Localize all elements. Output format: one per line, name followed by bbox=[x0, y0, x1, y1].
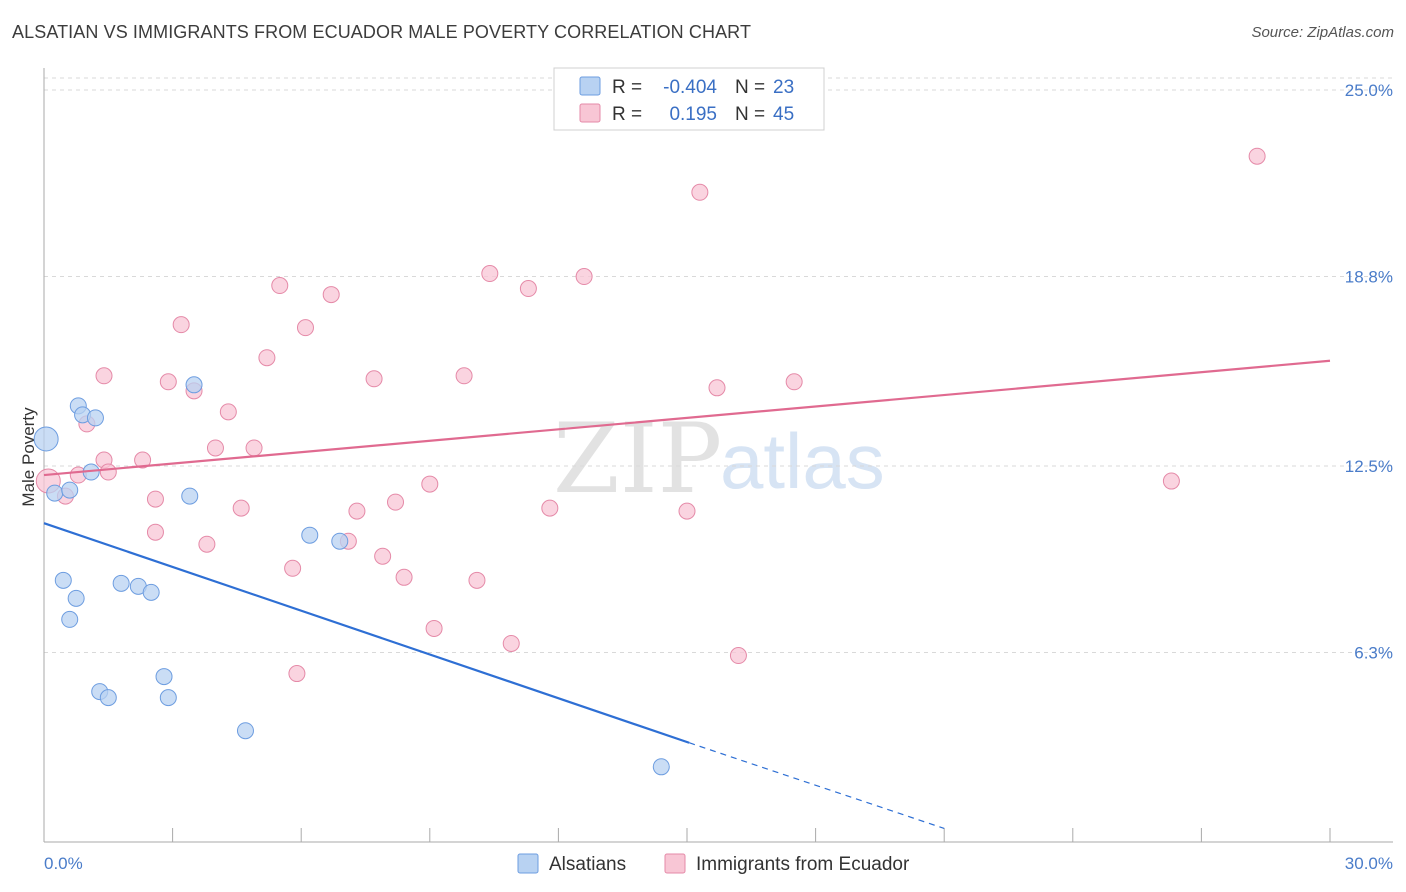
trend-line-ecuador bbox=[43, 359, 1331, 477]
y-tick-label: 6.3% bbox=[1354, 644, 1393, 663]
y-tick-label: 18.8% bbox=[1345, 268, 1393, 287]
ecuador-point bbox=[374, 547, 392, 565]
ecuador-point bbox=[284, 559, 302, 577]
ecuador-point bbox=[271, 277, 289, 295]
alsatian-point bbox=[61, 481, 79, 499]
legend-n-label-2: N = bbox=[735, 104, 765, 125]
alsatian-point bbox=[86, 409, 104, 427]
ecuador-point bbox=[575, 268, 593, 286]
source-credit: Source: ZipAtlas.com bbox=[1251, 24, 1394, 41]
ecuador-point bbox=[134, 451, 152, 469]
ecuador-point bbox=[219, 403, 237, 421]
x-tick-label-max: 30.0% bbox=[1345, 854, 1393, 873]
ecuador-point bbox=[146, 523, 164, 541]
alsatian-point bbox=[331, 532, 349, 550]
ecuador-point bbox=[296, 319, 314, 337]
bottom-legend-label-alsatians: Alsatians bbox=[549, 854, 626, 875]
ecuador-point bbox=[691, 183, 709, 201]
ecuador-point bbox=[785, 373, 803, 391]
bottom-legend-swatch-ecuador bbox=[664, 853, 686, 874]
ecuador-point bbox=[146, 490, 164, 508]
ecuador-point bbox=[348, 502, 366, 520]
ecuador-point bbox=[1162, 472, 1180, 490]
trend-line-alsatians-extension bbox=[688, 742, 945, 830]
x-tick-marks bbox=[43, 828, 1331, 842]
ecuador-point bbox=[172, 316, 190, 334]
gridlines bbox=[44, 77, 1393, 654]
legend-swatch-ecuador bbox=[579, 103, 601, 123]
alsatian-point bbox=[61, 610, 79, 628]
series-legend: Alsatians Immigrants from Ecuador bbox=[517, 853, 910, 875]
legend-r-label-1: R = bbox=[612, 77, 642, 98]
ecuador-point bbox=[425, 619, 443, 637]
bottom-legend-swatch-alsatians bbox=[517, 853, 539, 874]
ecuador-point bbox=[99, 463, 117, 481]
legend-r-value-1: -0.404 bbox=[663, 77, 717, 98]
y-tick-label: 25.0% bbox=[1345, 81, 1393, 100]
ecuador-point bbox=[708, 379, 726, 397]
x-tick-label-min: 0.0% bbox=[44, 854, 83, 873]
ecuador-point bbox=[387, 493, 405, 511]
ecuador-point bbox=[395, 568, 413, 586]
alsatian-point bbox=[142, 583, 160, 601]
y-axis-title: Male Poverty bbox=[19, 407, 38, 507]
watermark-zip: ZIP bbox=[553, 403, 722, 515]
ecuador-point bbox=[245, 439, 263, 457]
alsatian-point bbox=[181, 487, 199, 505]
alsatian-point bbox=[54, 571, 72, 589]
alsatian-point bbox=[652, 758, 670, 776]
alsatian-point bbox=[99, 689, 117, 707]
series-alsatians bbox=[33, 376, 670, 776]
alsatian-point bbox=[67, 589, 85, 607]
y-tick-label: 12.5% bbox=[1345, 457, 1393, 476]
ecuador-point bbox=[455, 367, 473, 385]
watermark-atlas: atlas bbox=[720, 417, 885, 505]
ecuador-point bbox=[198, 535, 216, 553]
legend-swatch-alsatians bbox=[579, 76, 601, 96]
trend-line-alsatians bbox=[43, 522, 690, 744]
ecuador-point bbox=[678, 502, 696, 520]
ecuador-point bbox=[322, 286, 340, 304]
ecuador-point bbox=[365, 370, 383, 388]
alsatian-point bbox=[46, 484, 64, 502]
legend-n-label-1: N = bbox=[735, 77, 765, 98]
alsatian-point bbox=[301, 526, 319, 544]
ecuador-point bbox=[206, 439, 224, 457]
ecuador-point bbox=[541, 499, 559, 517]
alsatian-point bbox=[155, 668, 173, 686]
correlation-legend: R = -0.404 N = 23 R = 0.195 N = 45 bbox=[553, 67, 825, 131]
ecuador-point bbox=[468, 571, 486, 589]
legend-r-value-2: 0.195 bbox=[669, 104, 717, 125]
alsatian-point bbox=[185, 376, 203, 394]
ecuador-point bbox=[481, 265, 499, 283]
bottom-legend-label-ecuador: Immigrants from Ecuador bbox=[696, 854, 910, 875]
ecuador-point bbox=[421, 475, 439, 493]
ecuador-point bbox=[95, 367, 113, 385]
legend-r-label-2: R = bbox=[612, 104, 642, 125]
ecuador-point bbox=[502, 634, 520, 652]
chart-title: ALSATIAN VS IMMIGRANTS FROM ECUADOR MALE… bbox=[12, 22, 752, 42]
legend-n-value-2: 45 bbox=[773, 104, 794, 125]
ecuador-point bbox=[729, 647, 747, 665]
ecuador-point bbox=[288, 665, 306, 683]
axes bbox=[43, 68, 1393, 843]
legend-n-value-1: 23 bbox=[773, 77, 794, 98]
alsatian-point bbox=[236, 722, 254, 740]
alsatian-point bbox=[112, 574, 130, 592]
ecuador-point bbox=[258, 349, 276, 367]
alsatian-point bbox=[159, 689, 177, 707]
ecuador-point bbox=[159, 373, 177, 391]
ecuador-point bbox=[232, 499, 250, 517]
ecuador-point bbox=[519, 280, 537, 298]
alsatian-point bbox=[33, 426, 59, 452]
trend-lines bbox=[43, 359, 1331, 830]
y-tick-labels: 6.3% 12.5% 18.8% 25.0% bbox=[1345, 81, 1393, 662]
ecuador-point bbox=[1248, 147, 1266, 165]
